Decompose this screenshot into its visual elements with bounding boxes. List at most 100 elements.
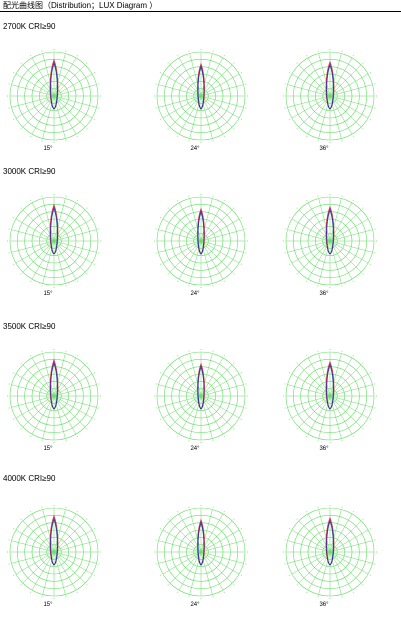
polar-spoke	[42, 198, 55, 242]
angle-tick	[223, 435, 225, 437]
polar-spoke	[11, 540, 55, 553]
polar-spoke	[329, 95, 373, 108]
angle-tick	[362, 518, 364, 520]
polar-spoke	[53, 240, 66, 284]
polar-spoke	[291, 218, 331, 242]
angle-tick	[86, 207, 88, 209]
angle-tick	[374, 563, 376, 565]
angle-tick	[212, 50, 214, 52]
angle-tick	[212, 140, 214, 142]
angle-tick	[352, 591, 354, 593]
angle-tick	[177, 200, 179, 202]
angle-tick	[86, 128, 88, 130]
angle-tick	[155, 83, 157, 85]
polar-spoke	[53, 551, 93, 575]
angle-tick	[98, 252, 100, 254]
angle-tick	[376, 240, 377, 242]
polar-spoke	[42, 551, 55, 595]
polar-spoke	[329, 395, 373, 408]
polar-spoke	[318, 240, 331, 284]
angle-tick	[177, 591, 179, 593]
light-distribution-curve-b	[326, 519, 334, 566]
angle-tick	[93, 574, 95, 576]
angle-tick	[8, 563, 10, 565]
angle-tick	[188, 350, 190, 352]
angle-tick	[329, 142, 331, 143]
section-heading: 4000K CRI≥90	[3, 474, 56, 483]
angle-tick	[362, 207, 364, 209]
polar-spoke	[53, 353, 66, 397]
angle-tick	[223, 355, 225, 357]
polar-spoke	[22, 395, 55, 428]
angle-tick	[20, 128, 22, 130]
angle-tick	[65, 596, 67, 598]
angle-tick	[188, 195, 190, 197]
polar-spoke	[200, 395, 233, 428]
angle-tick	[167, 62, 169, 64]
polar-spoke	[200, 95, 244, 108]
polar-spoke	[189, 353, 202, 397]
angle-tick	[223, 511, 225, 513]
polar-spoke	[42, 240, 55, 284]
angle-tick	[317, 50, 319, 52]
angle-tick	[362, 428, 364, 430]
angle-tick	[160, 574, 162, 576]
light-distribution-curve-b	[197, 521, 205, 566]
polar-spoke	[329, 84, 373, 97]
angle-tick	[362, 273, 364, 275]
polar-spoke	[53, 509, 66, 553]
angle-tick	[160, 118, 162, 120]
angle-tick	[284, 83, 286, 85]
polar-spoke	[15, 95, 55, 119]
angle-tick	[289, 217, 291, 219]
polar-spoke	[22, 551, 55, 584]
polar-spoke	[329, 229, 373, 242]
angle-tick	[296, 62, 298, 64]
polar-spoke	[200, 95, 233, 128]
angle-tick	[341, 195, 343, 197]
angle-tick	[93, 372, 95, 374]
polar-spoke	[15, 373, 55, 397]
polar-spoke	[329, 209, 362, 242]
polar-spoke	[53, 218, 93, 242]
polar-spoke	[200, 353, 213, 397]
polar-spoke	[200, 64, 233, 97]
angle-tick	[20, 518, 22, 520]
polar-spoke	[200, 540, 244, 553]
polar-spoke	[287, 95, 331, 108]
polar-spoke	[318, 551, 331, 595]
angle-tick	[289, 263, 291, 265]
polar-diagram	[6, 348, 102, 444]
light-distribution-curve-b	[50, 517, 58, 566]
polar-spoke	[158, 84, 202, 97]
angle-tick	[65, 140, 67, 142]
polar-spoke	[53, 551, 97, 564]
angle-tick	[341, 506, 343, 508]
angle-tick	[289, 372, 291, 374]
polar-spoke	[15, 73, 55, 97]
angle-tick	[369, 418, 371, 420]
angle-tick	[376, 551, 377, 553]
polar-spoke	[22, 240, 55, 273]
light-distribution-curve-b	[197, 365, 205, 410]
beam-angle-label: 15°	[43, 602, 53, 608]
angle-tick	[76, 355, 78, 357]
angle-tick	[289, 574, 291, 576]
polar-spoke	[329, 198, 342, 242]
angle-tick	[8, 539, 10, 541]
angle-tick	[240, 372, 242, 374]
angle-tick	[369, 372, 371, 374]
beam-angle-label: 15°	[43, 446, 53, 452]
angle-tick	[160, 372, 162, 374]
polar-spoke	[42, 353, 55, 397]
angle-tick	[160, 528, 162, 530]
polar-spoke	[200, 95, 240, 119]
angle-tick	[30, 280, 32, 282]
angle-tick	[296, 128, 298, 130]
angle-tick	[93, 528, 95, 530]
angle-tick	[188, 285, 190, 287]
polar-spoke	[329, 551, 373, 564]
angle-tick	[13, 118, 15, 120]
polar-spoke	[162, 73, 202, 97]
polar-spoke	[287, 551, 331, 564]
